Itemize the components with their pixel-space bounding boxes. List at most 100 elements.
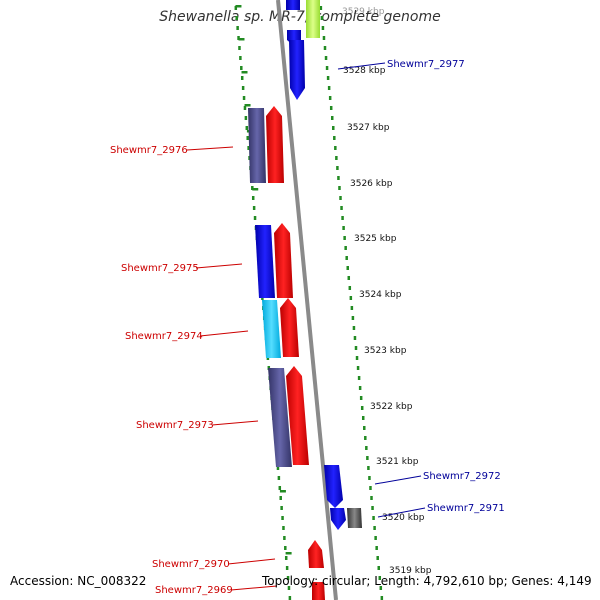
scale-tick-label: 3528 kbp bbox=[343, 66, 386, 76]
ring-dot bbox=[350, 306, 354, 310]
ring-dot bbox=[241, 86, 245, 90]
gene-2969 bbox=[312, 582, 325, 600]
ring-dot bbox=[379, 586, 383, 590]
gene-label: Shewmr7_2969 bbox=[155, 585, 233, 596]
gene-label-leader bbox=[199, 330, 249, 337]
ring-dot bbox=[344, 246, 347, 250]
backbone-track bbox=[276, 0, 338, 600]
ring-dot bbox=[320, 16, 324, 20]
ring-dot bbox=[363, 426, 366, 430]
gene-2977 bbox=[289, 40, 305, 100]
ring-dot bbox=[340, 206, 343, 210]
ring-dot bbox=[375, 546, 378, 550]
ring-dot bbox=[322, 36, 326, 40]
ring-dot bbox=[352, 326, 356, 330]
gene-label: Shewmr7_2975 bbox=[121, 263, 199, 274]
ring-dot bbox=[377, 566, 380, 570]
ring-dot bbox=[283, 536, 286, 540]
ring-dot bbox=[358, 386, 362, 390]
ring-dot bbox=[329, 106, 333, 110]
ring-dot bbox=[365, 446, 368, 450]
scale-tick-label: 3527 kbp bbox=[347, 123, 390, 133]
gene-top-lime bbox=[306, 0, 320, 38]
ring-dot bbox=[335, 156, 338, 160]
ring-dot bbox=[277, 476, 281, 480]
ring-dot bbox=[346, 266, 349, 270]
ring-dot bbox=[373, 526, 376, 530]
ring-dot bbox=[366, 456, 369, 460]
ring-dot bbox=[280, 506, 283, 510]
accession-text: Accession: NC_008322 bbox=[10, 574, 147, 588]
ring-dot bbox=[242, 96, 246, 100]
ring-dot bbox=[284, 546, 287, 550]
ring-dot bbox=[351, 316, 355, 320]
scale-tick-label: 3522 kbp bbox=[370, 402, 413, 412]
ring-dot bbox=[332, 126, 335, 130]
gene-label-leader bbox=[195, 263, 243, 269]
ring-dot bbox=[354, 346, 358, 350]
ring-dot bbox=[251, 196, 255, 200]
ring-dot bbox=[285, 566, 289, 570]
ring-dot bbox=[357, 376, 361, 380]
ring-dot bbox=[281, 516, 284, 520]
scale-tick-label: 3519 kbp bbox=[389, 566, 432, 576]
ring-dot bbox=[326, 76, 330, 80]
ring-dot bbox=[343, 236, 346, 240]
ring-dot bbox=[334, 146, 337, 150]
ring-dot bbox=[345, 256, 348, 260]
gene-2976b bbox=[266, 106, 284, 183]
minor-tick bbox=[241, 71, 248, 74]
ring-dot bbox=[325, 66, 329, 70]
gene-2976a bbox=[248, 108, 266, 183]
scale-tick-label: 3526 kbp bbox=[350, 179, 393, 189]
ring-dot bbox=[284, 556, 288, 560]
ring-dot bbox=[243, 106, 247, 110]
gene-2973b bbox=[286, 366, 309, 465]
gene-label: Shewmr7_2976 bbox=[110, 145, 188, 156]
ring-dot bbox=[333, 136, 336, 140]
ring-dot bbox=[323, 46, 327, 50]
ring-dot bbox=[286, 576, 290, 580]
ring-dot bbox=[367, 466, 370, 470]
gene-2970 bbox=[308, 540, 324, 568]
ring-dot bbox=[238, 46, 241, 50]
scale-tick-label: 3523 kbp bbox=[364, 346, 407, 356]
minor-tick bbox=[279, 490, 286, 493]
ring-dot bbox=[371, 506, 374, 510]
gene-label-leader bbox=[230, 585, 278, 591]
ring-dot bbox=[341, 216, 344, 220]
gene-label-leader bbox=[374, 475, 422, 485]
ring-dot bbox=[247, 146, 250, 150]
scale-tick-label: 3521 kbp bbox=[376, 457, 419, 467]
ring-dot bbox=[359, 396, 363, 400]
gene-top-blue bbox=[286, 0, 300, 10]
ring-dot bbox=[276, 466, 280, 470]
ring-dot bbox=[288, 596, 292, 600]
ring-dot bbox=[245, 126, 249, 130]
scale-tick-label: 3520 kbp bbox=[382, 513, 425, 523]
gene-label: Shewmr7_2977 bbox=[387, 59, 465, 70]
ring-dot bbox=[287, 586, 291, 590]
minor-tick bbox=[238, 38, 245, 41]
ring-dot bbox=[328, 96, 332, 100]
ring-dot bbox=[361, 416, 365, 420]
gene-label: Shewmr7_2970 bbox=[152, 559, 230, 570]
ring-dot bbox=[376, 556, 379, 560]
ring-dot bbox=[319, 6, 323, 10]
gene-2971 bbox=[347, 508, 362, 528]
minor-tick bbox=[285, 552, 292, 555]
ring-dot bbox=[244, 116, 248, 120]
ring-dot bbox=[336, 166, 339, 170]
ring-dot bbox=[252, 206, 256, 210]
ring-dot bbox=[240, 66, 243, 70]
ring-dot bbox=[368, 476, 371, 480]
scale-tick-label: 3524 kbp bbox=[359, 290, 402, 300]
ring-dot bbox=[347, 276, 351, 280]
gene-2975a bbox=[255, 225, 275, 298]
minor-tick bbox=[252, 188, 259, 191]
ring-dot bbox=[364, 436, 367, 440]
ring-dot bbox=[338, 186, 341, 190]
gene-label-leader bbox=[211, 420, 259, 426]
ring-dot bbox=[236, 26, 239, 30]
